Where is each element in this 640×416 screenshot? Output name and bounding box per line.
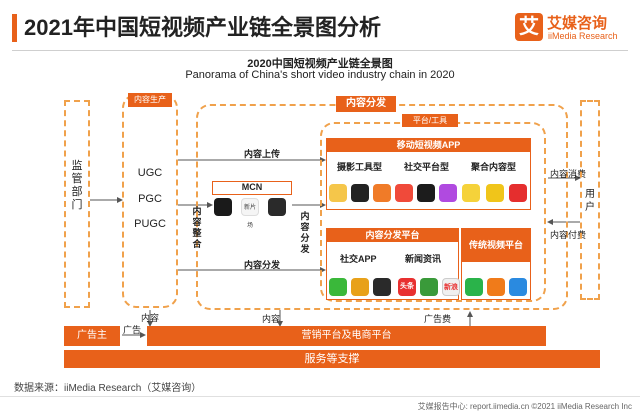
app-icon-iqiyi [465,278,483,296]
platform-type-news: 新闻资讯 [405,254,442,264]
label-content-mid: 内容 [262,314,281,324]
label-distribution-vertical: 内容分发 [300,211,310,254]
app-icon-camera-3 [373,184,391,202]
footer-copyright: 艾媒报告中心: report.iimedia.cn ©2021 iiMedia … [417,402,632,411]
user-box: 用户 [580,100,600,300]
app-icon-qq [373,278,391,296]
content-type-pgc: PGC [138,193,162,205]
app-type-aggregation: 聚合内容型 [471,162,517,172]
app-icon-toutiao: 头条 [398,278,416,296]
content-type-ugc: UGC [137,167,163,179]
app-icon-camera-2 [351,184,369,202]
app-icon-camera-1 [329,184,347,202]
label-content-left: 内容 [141,313,160,323]
app-icon-social-1 [395,184,413,202]
regulator-label: 监管部门 [71,160,83,211]
footer-divider [0,396,640,397]
platform-tools-header: 平台/工具 [402,114,458,127]
app-icon-social-2 [417,184,435,202]
label-upload: 内容上传 [244,149,281,159]
mcn-icon-3 [268,198,286,216]
service-support-bar: 服务等支撑 [64,350,600,368]
app-type-camera: 摄影工具型 [337,162,383,172]
app-icon-agg-1 [462,184,480,202]
platform-type-social: 社交APP [340,254,377,264]
mcn-header-box [212,181,292,195]
data-source: 数据来源：iiMedia Research（艾媒咨询） [14,383,202,394]
traditional-platform-header: 传统视频平台 [461,228,531,262]
app-icon-news-2 [420,278,438,296]
app-icon-weibo [351,278,369,296]
app-type-social: 社交平台型 [404,162,450,172]
logo-mark: 艾 [515,13,543,41]
label-ad-fee: 广告费 [424,314,452,324]
distribution-platform-header: 内容分发平台 [326,228,459,242]
label-integration: 内容整合 [192,206,202,249]
app-icon-youku [509,278,527,296]
logo-name-cn: 艾媒咨询 [547,15,608,32]
content-distribution-header: 内容分发 [336,96,396,112]
app-icon-tencent-video [487,278,505,296]
header-divider [12,50,628,51]
app-icon-agg-3 [509,184,527,202]
logo-name-en: iiMedia Research [548,31,618,41]
label-consumption: 内容消费 [550,169,587,179]
mcn-label: MCN [241,182,263,192]
diagram-title-cn: 2020中国短视频产业链全景图 [247,58,393,70]
title-accent-bar [12,14,17,42]
app-icon-agg-2 [486,184,504,202]
page-title: 2021年中国短视频产业链全景图分析 [24,15,381,40]
diagram-title-en: Panorama of China's short video industry… [185,69,455,81]
label-distribution-horizontal: 内容分发 [244,260,281,270]
mobile-app-header: 移动短视频APP [326,138,531,152]
app-icon-social-3 [439,184,457,202]
mcn-icon-1 [214,198,232,216]
content-production-header: 内容生产 [128,93,172,107]
label-payment: 内容付费 [550,230,587,240]
advertiser-box: 广告主 [64,326,120,346]
regulator-box: 监管部门 [64,100,90,308]
user-label: 用户 [585,189,595,213]
content-type-pugc: PUGC [134,218,166,230]
app-icon-sina: 新浪 [442,278,460,296]
mcn-icon-xinpianchang: 新片场 [241,198,259,229]
marketing-platform-box: 营销平台及电商平台 [147,326,546,346]
app-icon-wechat [329,278,347,296]
label-ad: 广告 [123,325,142,335]
